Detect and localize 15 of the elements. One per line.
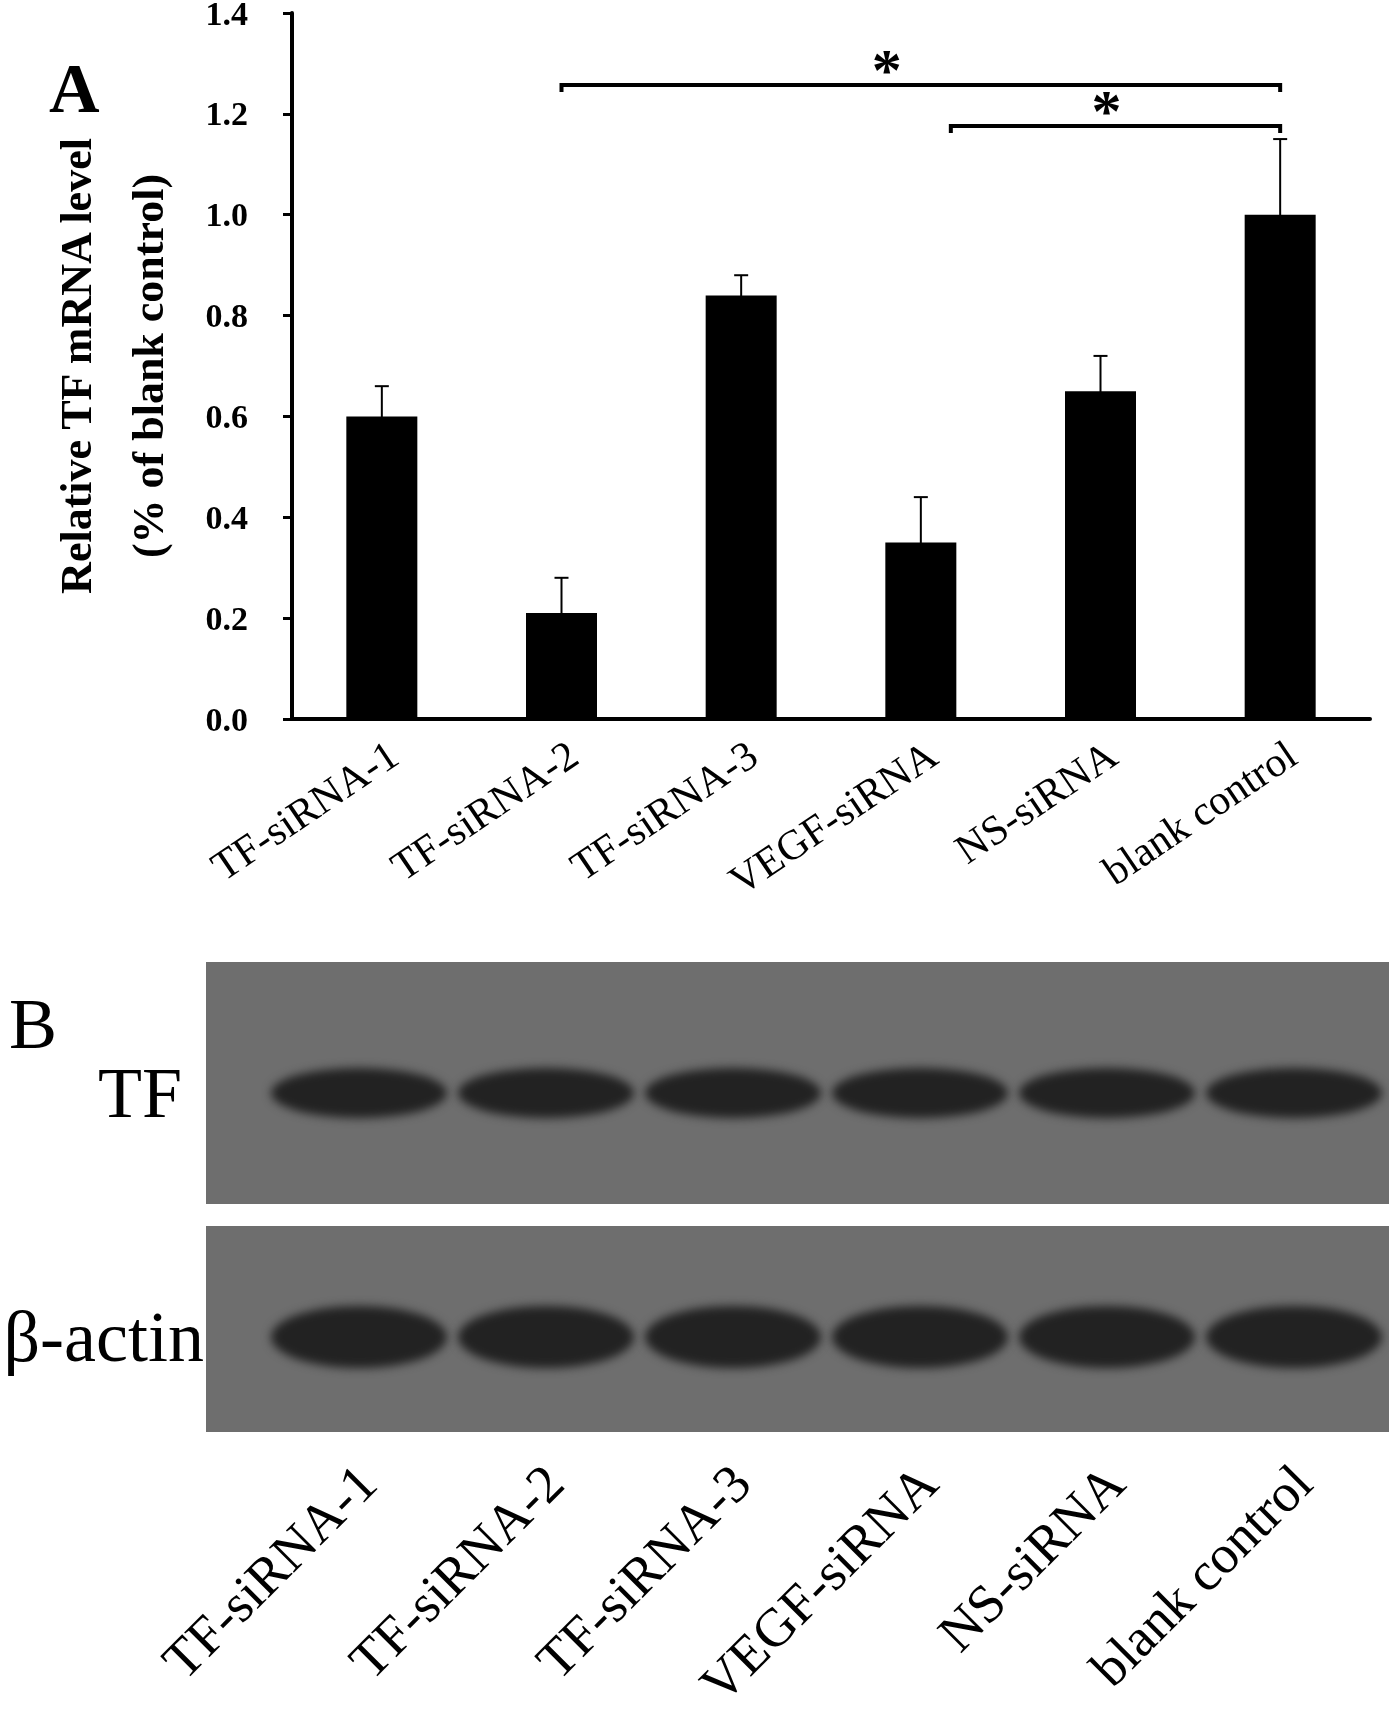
y-tick-label: 0.2 [205, 599, 248, 637]
y-tick-label: 0.4 [205, 498, 248, 536]
text: A [49, 49, 100, 127]
text: β-actin [3, 1297, 204, 1378]
y-axis-title: Relative TF mRNA level (% of blank control) [51, 138, 173, 594]
y-tick-label: 1.0 [205, 196, 248, 234]
y-tick-label: 0.8 [205, 297, 248, 335]
annotation: * [1091, 78, 1122, 144]
text: B [9, 984, 58, 1064]
annotation: * [871, 37, 902, 103]
y-tick-label: 0.0 [205, 700, 248, 738]
text: TF [97, 1052, 182, 1133]
y-tick-label: 0.6 [205, 397, 248, 435]
y-tick-label: 1.2 [205, 95, 248, 133]
y-tick-label: 1.4 [205, 0, 248, 32]
